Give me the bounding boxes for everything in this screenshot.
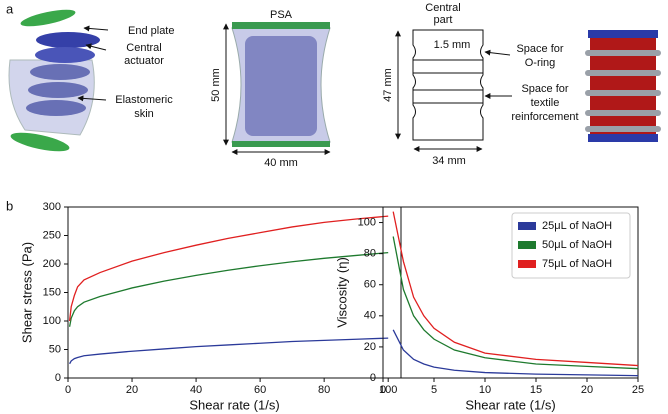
legend-swatch [518,222,536,230]
data-line [392,329,639,377]
data-line [68,215,389,322]
label: 40 mm [264,157,298,169]
label: 47 mm [382,68,394,102]
data-line [392,236,639,370]
x-tick-label: 10 [479,384,491,396]
y-tick-label: 60 [364,279,376,291]
legend-label: 25μL of NaOH [542,220,612,232]
x-tick-label: 0 [65,384,71,396]
y-axis-label: Viscosity (η) [334,257,349,328]
y-tick-label: 50 [49,343,61,355]
x-tick-label: 25 [632,384,644,396]
y-tick-label: 100 [358,216,376,228]
x-tick-label: 40 [190,384,202,396]
x-tick-label: 0 [380,384,386,396]
label: actuator [124,55,164,67]
panel-letter: b [6,198,13,213]
x-tick-label: 20 [126,384,138,396]
y-tick-label: 150 [43,286,61,298]
central-part-drawing [395,29,512,152]
label: Space for [521,83,568,95]
label: 34 mm [432,155,466,167]
label: O-ring [525,57,556,69]
label: Central [425,2,460,14]
x-tick-label: 100 [379,384,397,396]
y-tick-label: 0 [55,372,61,384]
x-tick-label: 80 [318,384,330,396]
y-tick-label: 300 [43,201,61,213]
label: Elastomeric [115,94,173,106]
y-tick-label: 40 [364,310,376,322]
y-tick-label: 200 [43,258,61,270]
y-axis-label: Shear stress (Pa) [19,242,34,343]
y-tick-label: 0 [370,372,376,384]
legend-swatch [518,260,536,268]
label: part [434,14,453,26]
x-tick-label: 60 [254,384,266,396]
label: reinforcement [511,111,578,123]
label: 50 mm [210,68,222,102]
y-tick-label: 20 [364,341,376,353]
x-tick-label: 15 [530,384,542,396]
panel-letter: a [6,1,14,16]
label: Central [126,42,161,54]
y-tick-label: 80 [364,248,376,260]
psa-render [223,22,331,155]
y-tick-label: 250 [43,229,61,241]
data-line [392,211,639,367]
legend-label: 50μL of NaOH [542,239,612,251]
x-tick-label: 20 [581,384,593,396]
assembled-render [585,30,661,142]
legend-swatch [518,241,536,249]
x-tick-label: 5 [431,384,437,396]
actuator-render [8,9,109,152]
y-tick-label: 100 [43,315,61,327]
legend-box [511,212,631,279]
label: skin [134,108,154,120]
label: PSA [270,9,293,21]
label: Space for [516,43,563,55]
legend-label: 75μL of NaOH [542,258,612,270]
data-line [68,251,389,327]
plot-frame [382,206,639,379]
x-axis-label: Shear rate (1/s) [189,397,279,412]
label: 1.5 mm [434,39,471,51]
label: textile [531,97,560,109]
x-axis-label: Shear rate (1/s) [465,397,555,412]
data-line [69,337,389,365]
label: End plate [128,25,174,37]
